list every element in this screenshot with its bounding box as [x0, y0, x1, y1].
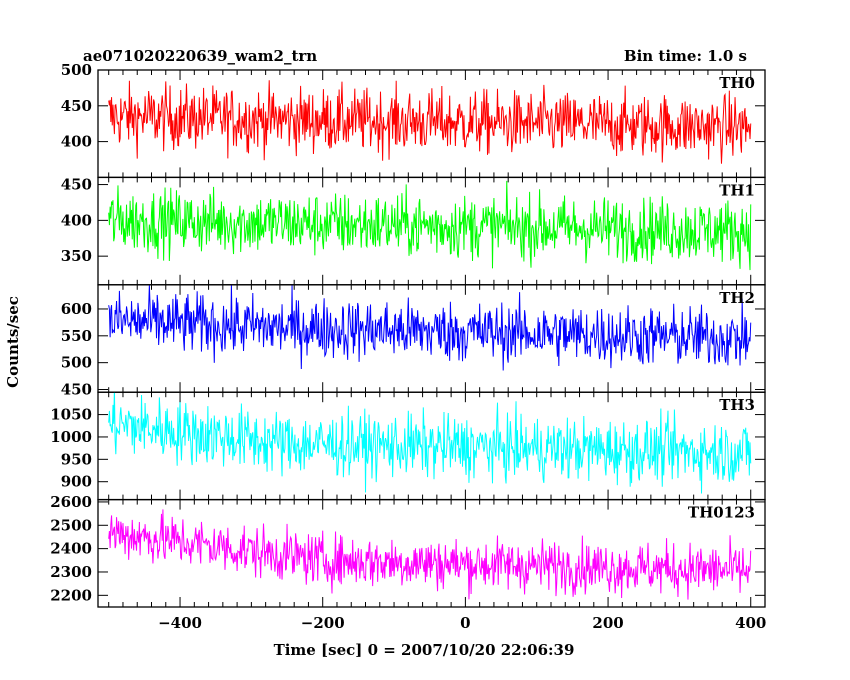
series-line-th0123 [108, 509, 752, 600]
series-line-th0 [108, 80, 752, 164]
y-tick-label: 400 [61, 211, 92, 229]
series-line-th2 [108, 284, 752, 371]
y-tick-label: 2300 [50, 563, 92, 581]
y-tick-label: 2500 [50, 516, 92, 534]
y-tick-label: 900 [61, 473, 92, 491]
y-tick-label: 550 [61, 327, 92, 345]
panel-label-th0: TH0 [719, 74, 755, 92]
series-line-th1 [108, 180, 752, 271]
y-tick-label: 350 [61, 247, 92, 265]
bin-time-label: Bin time: 1.0 s [624, 47, 747, 65]
y-tick-label: 1000 [50, 428, 92, 446]
x-tick-label: 0 [460, 614, 470, 632]
y-tick-label: 500 [61, 354, 92, 372]
x-tick-label: −200 [301, 614, 345, 632]
panel-frame [97, 498, 766, 608]
y-tick-label: 400 [61, 133, 92, 151]
chart-title: ae071020220639_wam2_trn [83, 47, 317, 65]
y-tick-label: 600 [61, 300, 92, 318]
panel-label-th3: TH3 [719, 396, 755, 414]
y-tick-label: 950 [61, 450, 92, 468]
panel-label-th2: TH2 [719, 289, 755, 307]
x-axis-label: Time [sec] 0 = 2007/10/20 22:06:39 [274, 641, 575, 659]
y-tick-label: 2200 [50, 586, 92, 604]
y-tick-label: 500 [61, 61, 92, 79]
panels-group: 400 450 500 TH0 350 400 450 TH1 450 500 550 600 TH2 9… [50, 61, 766, 632]
y-tick-label: 2400 [50, 540, 92, 558]
y-tick-label: 450 [61, 97, 92, 115]
x-tick-label: 200 [592, 614, 623, 632]
y-tick-label: 1050 [50, 406, 92, 424]
y-tick-label: 2600 [50, 493, 92, 511]
y-axis-label: Counts/sec [4, 296, 22, 388]
series-line-th3 [108, 392, 752, 494]
y-tick-label: 450 [61, 381, 92, 399]
x-tick-label: −400 [158, 614, 202, 632]
panel-label-th0123: TH0123 [688, 504, 755, 522]
y-tick-label: 450 [61, 176, 92, 194]
panel-label-th1: TH1 [719, 181, 755, 199]
x-tick-label: 400 [735, 614, 766, 632]
